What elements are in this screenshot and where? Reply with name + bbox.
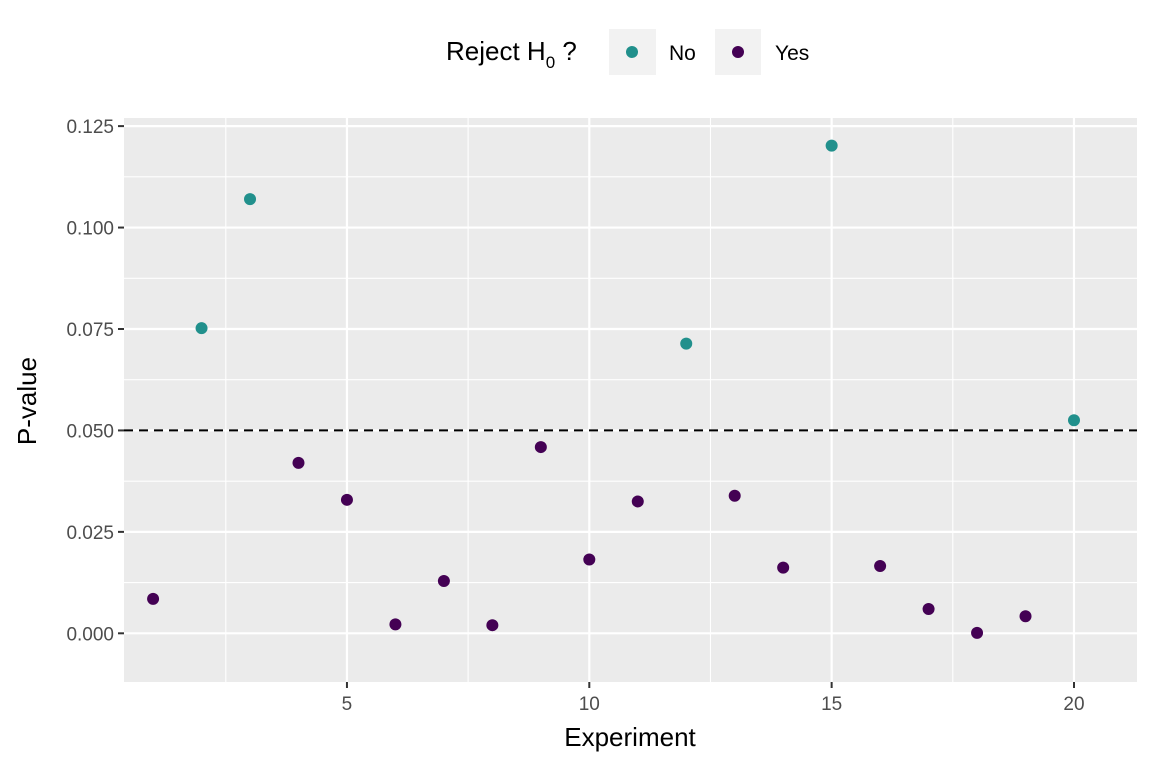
- legend-title-main: Reject H: [446, 36, 546, 66]
- y-tick-label: 0.075: [66, 320, 114, 341]
- x-tick-label: 15: [821, 694, 842, 715]
- legend-title-subscript: 0: [546, 53, 555, 72]
- data-point-no: [825, 139, 838, 152]
- legend-label-yes: Yes: [775, 42, 809, 65]
- data-point-no: [195, 322, 208, 335]
- y-tick-label: 0.000: [66, 624, 114, 645]
- data-point-yes: [147, 592, 160, 605]
- data-point-yes: [971, 626, 984, 639]
- data-point-yes: [340, 493, 353, 506]
- x-axis: 5 10 15 20: [342, 682, 1085, 715]
- data-point-yes: [583, 553, 596, 566]
- data-point-yes: [292, 456, 305, 469]
- data-point-yes: [874, 559, 887, 572]
- data-point-yes: [631, 495, 644, 508]
- y-tick-label: 0.100: [66, 219, 114, 240]
- x-tick-label: 5: [342, 694, 353, 715]
- x-tick-label: 20: [1063, 694, 1084, 715]
- data-point-no: [1067, 414, 1080, 427]
- y-tick-label: 0.050: [66, 421, 114, 442]
- minor-gridlines: [124, 118, 1137, 682]
- data-point-yes: [534, 441, 547, 454]
- legend-key-no: [626, 46, 638, 58]
- data-point-yes: [1019, 610, 1032, 623]
- x-tick-label: 10: [579, 694, 600, 715]
- data-point-yes: [389, 618, 402, 631]
- data-point-yes: [922, 602, 935, 615]
- plot-panel: [124, 118, 1137, 682]
- data-point-yes: [777, 561, 790, 574]
- data-points: [147, 139, 1080, 639]
- legend: Reject H0 ? No Yes: [446, 29, 809, 75]
- legend-title: Reject H0 ?: [446, 36, 577, 72]
- data-point-yes: [486, 619, 499, 632]
- y-tick-label: 0.125: [66, 117, 114, 138]
- y-axis-title: P-value: [12, 357, 42, 445]
- data-point-no: [680, 337, 693, 350]
- x-axis-title: Experiment: [564, 722, 696, 752]
- data-point-yes: [728, 489, 741, 502]
- legend-title-tail: ?: [555, 36, 577, 66]
- y-axis: 0.000 0.025 0.050 0.075 0.100 0.125: [66, 117, 124, 645]
- legend-key-yes: [732, 46, 744, 58]
- legend-label-no: No: [669, 42, 696, 65]
- data-point-no: [244, 193, 257, 206]
- y-tick-label: 0.025: [66, 523, 114, 544]
- data-point-yes: [437, 574, 450, 587]
